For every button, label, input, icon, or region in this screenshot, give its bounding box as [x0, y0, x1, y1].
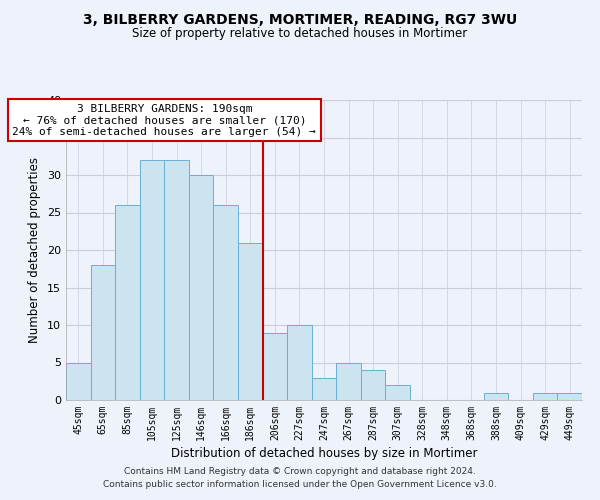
- Bar: [140, 160, 164, 400]
- Bar: [557, 392, 582, 400]
- Bar: [484, 392, 508, 400]
- Bar: [385, 385, 410, 400]
- Bar: [91, 265, 115, 400]
- Bar: [312, 378, 336, 400]
- Text: 3 BILBERRY GARDENS: 190sqm
← 76% of detached houses are smaller (170)
24% of sem: 3 BILBERRY GARDENS: 190sqm ← 76% of deta…: [13, 104, 316, 137]
- Bar: [336, 362, 361, 400]
- Bar: [361, 370, 385, 400]
- Bar: [214, 205, 238, 400]
- Bar: [287, 325, 312, 400]
- Y-axis label: Number of detached properties: Number of detached properties: [28, 157, 41, 343]
- Bar: [263, 332, 287, 400]
- Bar: [189, 175, 214, 400]
- Bar: [164, 160, 189, 400]
- Text: Contains HM Land Registry data © Crown copyright and database right 2024.: Contains HM Land Registry data © Crown c…: [124, 467, 476, 476]
- Bar: [115, 205, 140, 400]
- Text: Size of property relative to detached houses in Mortimer: Size of property relative to detached ho…: [133, 28, 467, 40]
- Bar: [66, 362, 91, 400]
- Bar: [238, 242, 263, 400]
- Text: 3, BILBERRY GARDENS, MORTIMER, READING, RG7 3WU: 3, BILBERRY GARDENS, MORTIMER, READING, …: [83, 12, 517, 26]
- Text: Contains public sector information licensed under the Open Government Licence v3: Contains public sector information licen…: [103, 480, 497, 489]
- Bar: [533, 392, 557, 400]
- X-axis label: Distribution of detached houses by size in Mortimer: Distribution of detached houses by size …: [171, 447, 477, 460]
